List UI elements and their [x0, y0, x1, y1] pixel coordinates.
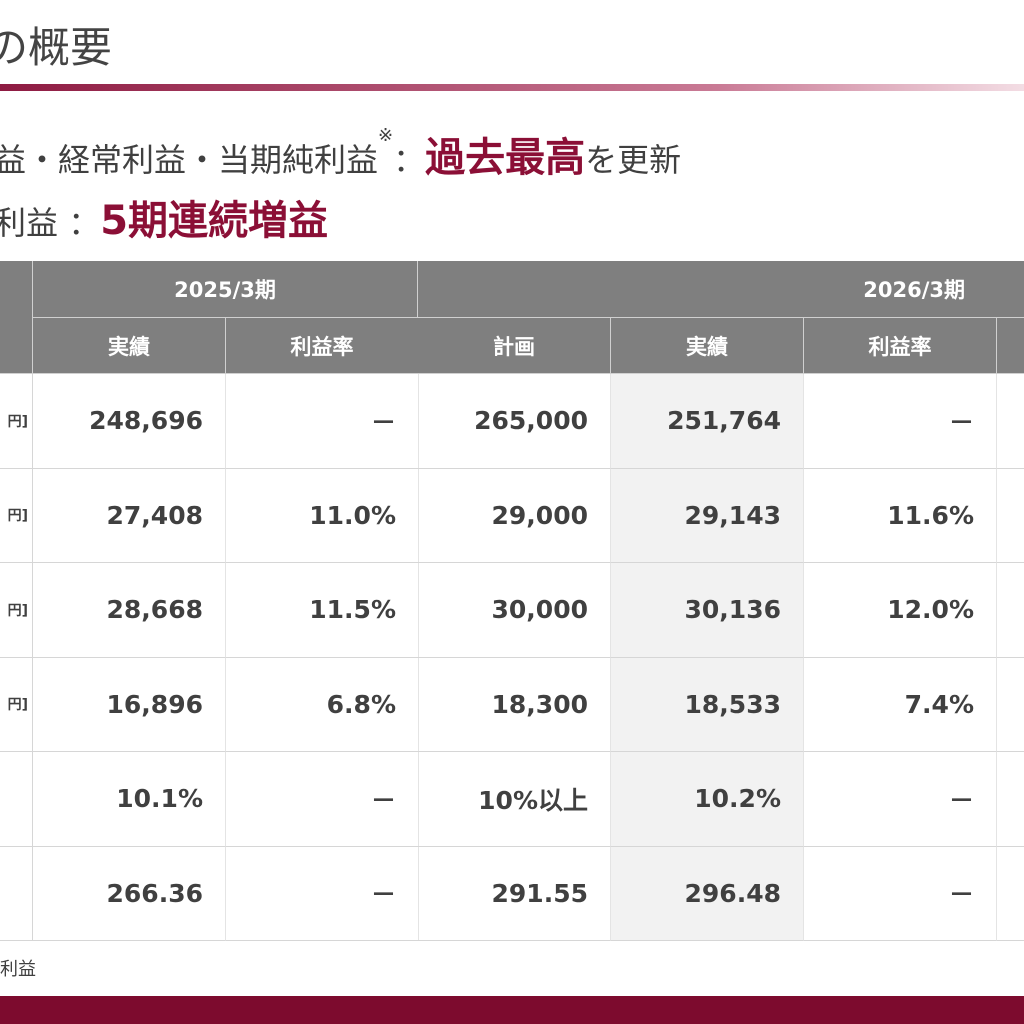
data-cell: 16,896	[33, 657, 226, 752]
group-header: 2025/3期	[33, 261, 418, 318]
highlight: 利益 ：5期連続増益	[0, 188, 328, 246]
row-label	[0, 752, 33, 847]
title-rule	[0, 84, 1024, 91]
data-cell: 30,136	[611, 563, 804, 658]
highlight-text: 利益	[0, 204, 59, 242]
data-cell: 11.0%	[226, 468, 419, 563]
note-mark: ※	[378, 125, 394, 146]
separator: ：	[393, 141, 426, 179]
data-cell: 11.6%	[804, 468, 997, 563]
data-cell: 10%以上	[418, 752, 611, 847]
data-cell: －	[804, 374, 997, 469]
data-cell: 7.4%	[804, 657, 997, 752]
column-header	[997, 318, 1024, 374]
title: の概要	[0, 23, 113, 72]
data-cell: 29,000	[418, 468, 611, 563]
data-cell: 18,533	[611, 657, 804, 752]
data-cell: －	[226, 846, 419, 941]
header-cell	[0, 261, 33, 374]
data-cell	[997, 752, 1024, 847]
column-header: 実績	[33, 318, 226, 374]
highlight-emphasis: 過去最高	[425, 135, 586, 181]
data-cell	[997, 563, 1024, 658]
row-label	[0, 846, 33, 941]
row-label: 円]	[0, 657, 33, 752]
data-cell: 251,764	[611, 374, 804, 469]
separator: ：	[68, 204, 101, 242]
column-header: 計画	[418, 318, 611, 374]
column-header: 利益率	[226, 318, 419, 374]
highlight-emphasis: 5期連続増益	[100, 198, 329, 244]
data-cell: 29,143	[611, 468, 804, 563]
data-cell	[997, 469, 1024, 563]
column-header: 利益率	[804, 318, 997, 374]
highlight-text: 益・経常利益・当期純利益	[0, 141, 379, 179]
data-cell: 265,000	[418, 374, 611, 469]
row-label: 円]	[0, 563, 33, 658]
group-header: 2026/3期	[418, 261, 1024, 318]
highlight: 益・経常利益・当期純利益※：過去最高を更新	[0, 125, 681, 183]
data-cell: －	[226, 752, 419, 847]
data-cell: 11.5%	[226, 563, 419, 658]
highlight-text: を更新	[585, 141, 682, 179]
data-cell: 27,408	[33, 468, 226, 563]
data-cell: 28,668	[33, 563, 226, 658]
data-cell: 30,000	[418, 563, 611, 658]
footnote: 利益	[0, 959, 36, 980]
data-cell: 6.8%	[226, 657, 419, 752]
data-cell: 10.1%	[33, 752, 226, 847]
data-cell: －	[226, 374, 419, 469]
data-cell: 12.0%	[804, 563, 997, 658]
data-cell: 10.2%	[611, 752, 804, 847]
data-cell: －	[804, 752, 997, 847]
row-label: 円]	[0, 374, 33, 469]
data-cell	[997, 658, 1024, 752]
footer-bar	[0, 996, 1024, 1024]
data-cell: 18,300	[418, 657, 611, 752]
data-cell: 248,696	[33, 374, 226, 469]
column-header: 実績	[611, 318, 804, 374]
row-label: 円]	[0, 468, 33, 563]
data-cell: 266.36	[33, 846, 226, 941]
data-cell: －	[804, 846, 997, 941]
data-cell	[997, 847, 1024, 941]
data-cell: 296.48	[611, 846, 804, 941]
data-cell: 291.55	[418, 846, 611, 941]
data-cell	[997, 374, 1024, 469]
